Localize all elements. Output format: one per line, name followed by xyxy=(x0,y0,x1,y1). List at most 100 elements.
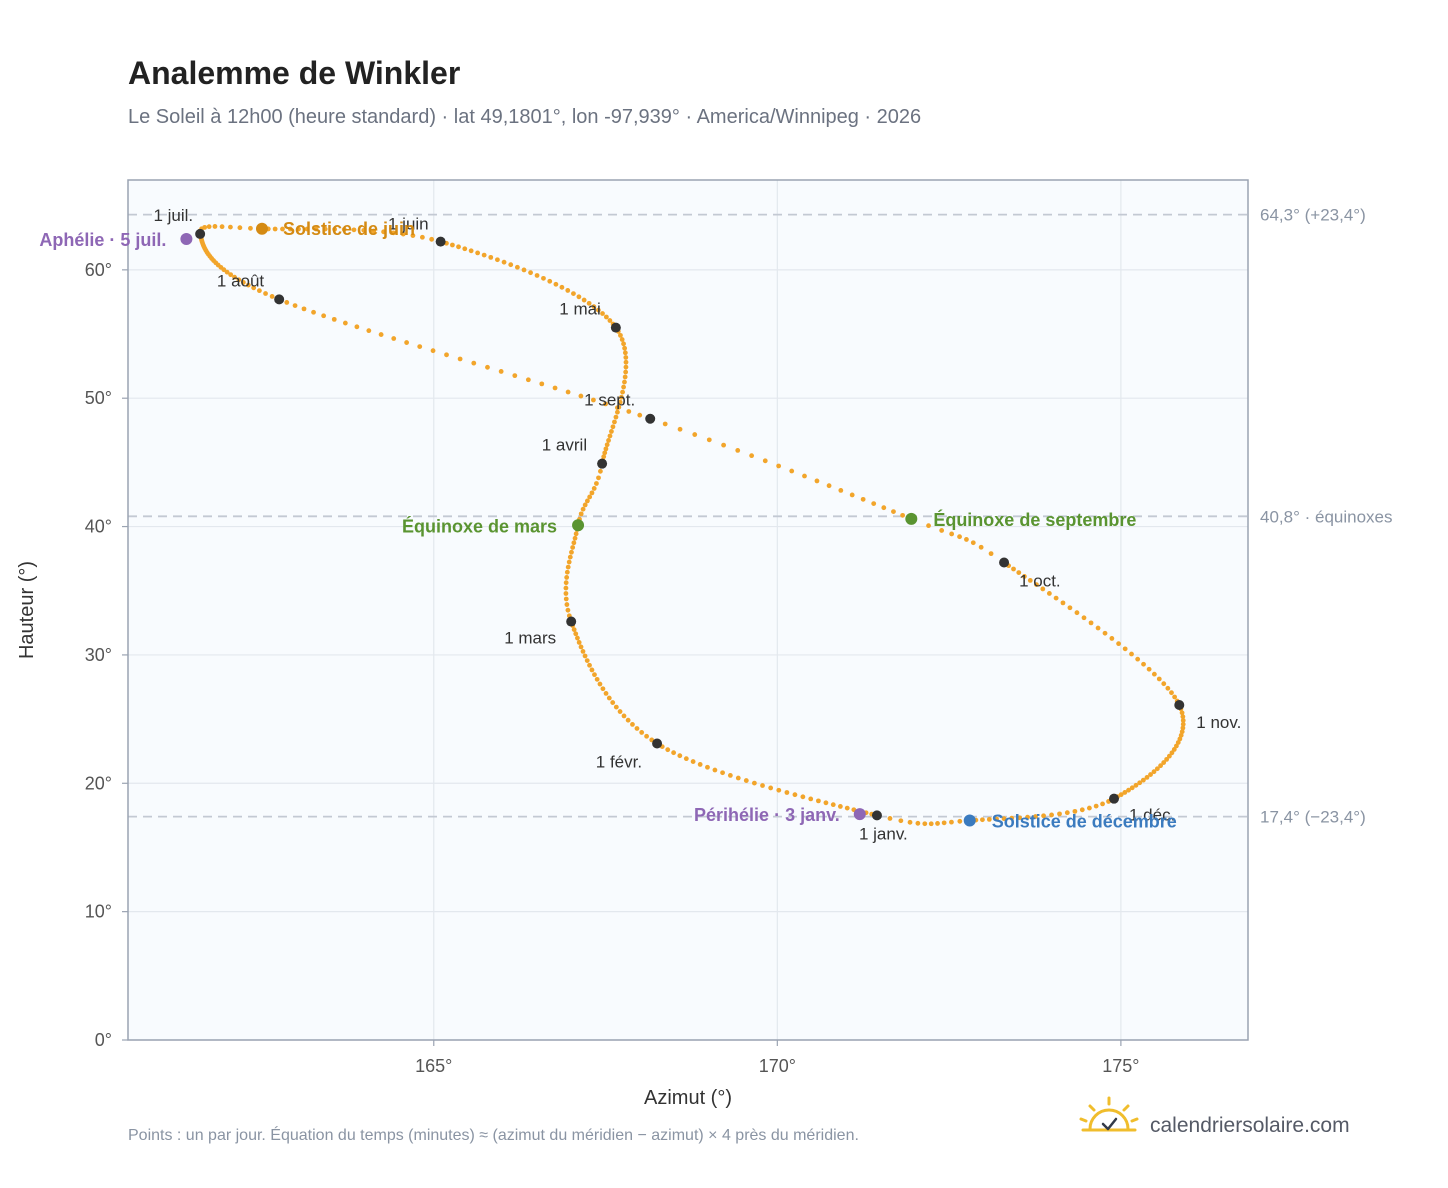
analemma-daily-point xyxy=(606,695,612,701)
analemma-daily-point xyxy=(444,352,449,358)
analemma-daily-point xyxy=(1161,760,1167,765)
analemma-daily-point xyxy=(1021,574,1027,579)
event-point xyxy=(572,519,585,532)
month-label: 1 nov. xyxy=(1196,713,1241,732)
y-tick-label: 60° xyxy=(85,260,112,280)
month-point xyxy=(645,413,656,424)
analemma-daily-point xyxy=(1179,729,1185,735)
month-label: 1 mars xyxy=(504,629,556,648)
month-point xyxy=(610,322,621,333)
analemma-daily-point xyxy=(272,226,278,232)
analemma-daily-point xyxy=(1126,787,1131,793)
analemma-daily-point xyxy=(269,294,275,299)
analemma-daily-point xyxy=(602,450,608,456)
analemma-daily-point xyxy=(578,511,584,517)
analemma-daily-point xyxy=(617,399,623,405)
analemma-daily-point xyxy=(313,226,319,232)
analemma-daily-point xyxy=(891,509,896,515)
analemma-daily-point xyxy=(826,483,832,489)
analemma-daily-point xyxy=(922,821,928,827)
y-axis-label: Hauteur (°) xyxy=(16,561,38,659)
analemma-daily-point xyxy=(589,667,595,673)
analemma-daily-point xyxy=(219,224,225,230)
analemma-daily-point xyxy=(1156,676,1162,682)
analemma-daily-point xyxy=(941,820,947,826)
analemma-daily-point xyxy=(592,672,597,678)
y-tick-label: 20° xyxy=(85,773,112,793)
x-tick-label: 170° xyxy=(759,1056,796,1076)
analemma-daily-point xyxy=(789,468,795,474)
analemma-daily-point xyxy=(838,487,844,493)
axis-ticks: 165° 170° 175° 0° 10° 20° 30° 40° 50° 60° xyxy=(85,260,1140,1076)
analemma-daily-point xyxy=(341,227,347,232)
analemma-daily-point xyxy=(980,817,985,823)
analemma-daily-point xyxy=(371,228,377,234)
analemma-daily-point xyxy=(1072,808,1078,814)
analemma-daily-point xyxy=(816,798,821,804)
month-point xyxy=(195,228,206,239)
analemma-daily-point xyxy=(485,364,490,370)
analemma-daily-point xyxy=(749,453,755,459)
analemma-daily-point xyxy=(634,726,640,731)
analemma-daily-point xyxy=(830,802,836,808)
analemma-daily-point xyxy=(1040,586,1046,592)
event-point xyxy=(853,808,866,821)
analemma-daily-point xyxy=(563,591,569,596)
analemma-daily-point xyxy=(565,564,571,570)
analemma-daily-point xyxy=(1146,666,1152,672)
analemma-daily-point xyxy=(626,409,632,414)
analemma-daily-point xyxy=(1060,600,1066,606)
analemma-daily-point xyxy=(280,226,285,232)
analemma-daily-point xyxy=(607,433,613,439)
analemma-daily-point xyxy=(692,432,698,437)
analemma-daily-point xyxy=(322,226,328,232)
analemma-daily-point xyxy=(621,341,626,347)
analemma-daily-point xyxy=(625,717,631,723)
analemma-daily-point xyxy=(630,722,635,727)
analemma-daily-point xyxy=(603,401,608,407)
analemma-daily-point xyxy=(498,369,504,374)
analemma-daily-point xyxy=(292,303,298,308)
analemma-daily-point xyxy=(232,274,237,280)
analemma-daily-point xyxy=(671,750,677,756)
analemma-daily-point xyxy=(1140,777,1146,783)
analemma-daily-point xyxy=(964,537,969,542)
analemma-daily-point xyxy=(1171,747,1177,752)
analemma-daily-point xyxy=(457,356,463,362)
analemma-daily-point xyxy=(1161,681,1167,687)
month-markers: 1 janv. 1 févr. 1 mars 1 avril 1 mai 1 juin 1 … xyxy=(153,206,1241,843)
analemma-daily-point xyxy=(808,796,814,802)
analemma-daily-point xyxy=(563,585,569,591)
analemma-daily-point xyxy=(1074,610,1080,616)
event-label: Périhélie · 3 janv. xyxy=(694,805,840,825)
analemma-daily-point xyxy=(391,336,397,341)
analemma-daily-point xyxy=(970,540,976,546)
analemma-daily-point xyxy=(591,486,597,491)
analemma-daily-point xyxy=(706,437,712,443)
analemma-daily-point xyxy=(594,481,599,486)
analemma-daily-point xyxy=(802,473,807,479)
analemma-daily-point xyxy=(475,250,481,256)
analemma-daily-point xyxy=(378,332,384,337)
analemma-daily-point xyxy=(569,549,574,555)
analemma-daily-point xyxy=(1122,790,1128,795)
analemma-daily-point xyxy=(1081,615,1087,621)
analemma-daily-point xyxy=(1046,591,1052,596)
reference-line-label: 40,8° · équinoxes xyxy=(1260,507,1393,526)
analemma-daily-point xyxy=(580,649,586,654)
analemma-daily-point xyxy=(1034,582,1039,587)
analemma-daily-point xyxy=(776,787,782,793)
analemma-daily-point xyxy=(598,468,603,474)
analemma-daily-point xyxy=(928,821,934,827)
analemma-daily-point xyxy=(501,259,507,265)
analemma-daily-point xyxy=(677,426,683,432)
event-label: Aphélie · 5 juil. xyxy=(39,230,166,250)
reference-line-label: 17,4° (−23,4°) xyxy=(1260,808,1366,827)
analemma-daily-point xyxy=(512,373,518,379)
analemma-daily-point xyxy=(907,819,913,825)
analemma-daily-point xyxy=(429,236,435,242)
analemma-daily-point xyxy=(381,229,387,235)
analemma-daily-point xyxy=(610,424,616,430)
brand-name: calendriersolaire.com xyxy=(1150,1114,1350,1137)
month-point xyxy=(566,616,577,627)
